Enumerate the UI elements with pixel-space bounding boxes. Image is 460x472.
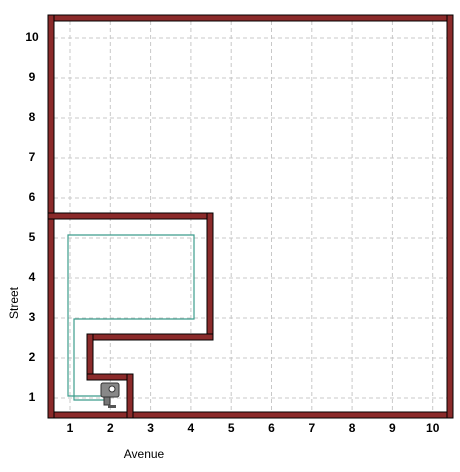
y-tick-label: 3: [29, 310, 36, 324]
x-tick-label: 10: [426, 421, 440, 435]
y-tick-label: 4: [29, 270, 36, 284]
x-tick-label: 9: [389, 421, 396, 435]
wall: [86, 373, 134, 381]
x-tick-label: 4: [188, 421, 195, 435]
x-tick-label: 1: [67, 421, 74, 435]
x-tick-label: 5: [228, 421, 235, 435]
y-tick-label: 10: [25, 30, 39, 44]
y-tick-label: 6: [29, 190, 36, 204]
y-tick-label: 7: [29, 150, 36, 164]
wall: [206, 212, 214, 341]
wall: [86, 333, 94, 381]
wall: [86, 333, 214, 341]
wall: [47, 14, 454, 22]
y-tick-label: 8: [29, 110, 36, 124]
robot-trace: [67, 234, 195, 401]
wall: [446, 14, 454, 419]
y-tick-label: 5: [29, 230, 36, 244]
y-tick-label: 2: [29, 350, 36, 364]
x-tick-label: 3: [147, 421, 154, 435]
wall: [47, 212, 214, 220]
x-tick-label: 7: [308, 421, 315, 435]
robot: [100, 382, 120, 408]
wall: [126, 373, 134, 419]
x-tick-label: 6: [268, 421, 275, 435]
y-tick-label: 1: [29, 390, 36, 404]
grid: [54, 21, 447, 412]
wall: [47, 411, 454, 419]
x-tick-label: 8: [349, 421, 356, 435]
y-tick-label: 9: [29, 70, 36, 84]
x-axis-label: Avenue: [124, 447, 165, 461]
x-tick-label: 2: [107, 421, 114, 435]
y-axis-label: Street: [7, 286, 21, 319]
